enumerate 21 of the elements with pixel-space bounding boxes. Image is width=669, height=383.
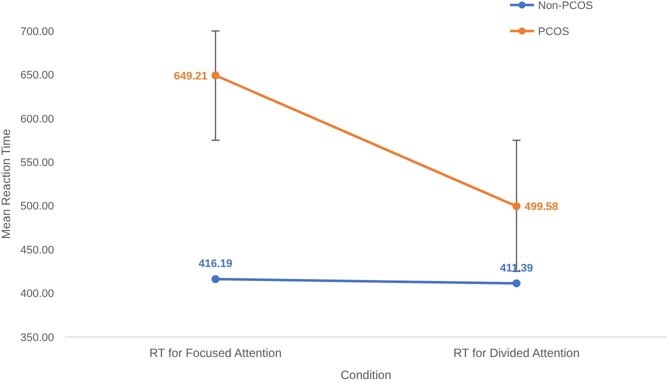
y-tick-label: 500.00 bbox=[20, 200, 54, 213]
y-tick-label: 550.00 bbox=[20, 156, 54, 169]
y-tick-label: 650.00 bbox=[20, 70, 54, 82]
y-tick-label: 350.00 bbox=[20, 332, 54, 344]
y-tick-label: 600.00 bbox=[20, 113, 54, 126]
point bbox=[212, 71, 220, 80]
y-tick-label: 400.00 bbox=[20, 288, 54, 300]
x-axis-title: Condition bbox=[340, 368, 392, 382]
y-tick-label: 700.00 bbox=[20, 26, 54, 38]
point bbox=[512, 202, 520, 210]
data-label: 416.19 bbox=[198, 258, 232, 270]
data-label: 499.58 bbox=[524, 201, 558, 214]
y-tick-label: 450.00 bbox=[20, 244, 54, 256]
y-axis-title: Mean Reaction Time bbox=[0, 128, 13, 240]
legend-label: Non-PCOS bbox=[538, 0, 594, 12]
x-tick-label: RT for Divided Attention bbox=[453, 346, 580, 360]
legend-label: PCOS bbox=[538, 26, 570, 38]
data-label: 649.21 bbox=[174, 70, 208, 82]
point bbox=[212, 275, 220, 284]
x-tick-label: RT for Focused Attention bbox=[149, 346, 282, 360]
point bbox=[512, 279, 520, 288]
